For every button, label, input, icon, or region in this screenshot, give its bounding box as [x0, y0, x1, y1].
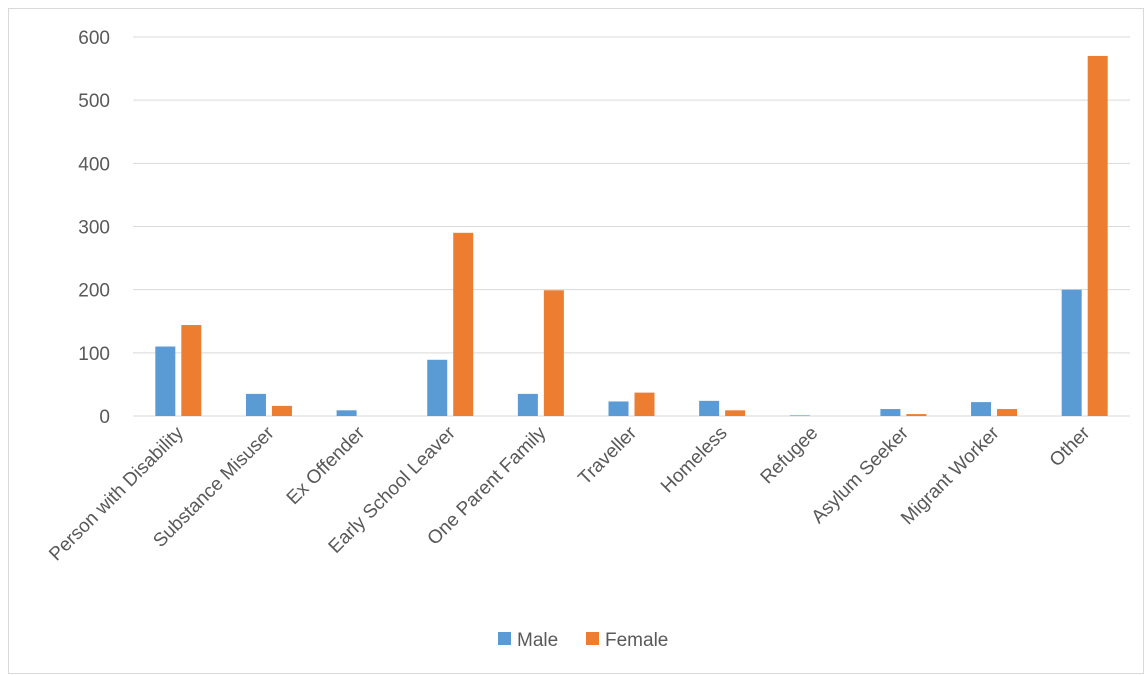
bar-female-migrant-worker	[997, 409, 1018, 416]
bar-male-traveller	[608, 401, 629, 416]
bar-female-traveller	[634, 392, 655, 416]
x-category-label: Homeless	[657, 423, 732, 498]
y-axis-ticks: 0 100 200 300 400 500 600	[78, 28, 110, 428]
bar-female-one-parent-family	[543, 290, 564, 416]
bar-female-homeless	[725, 410, 746, 416]
legend: Male Female	[498, 630, 668, 651]
y-tick-label: 400	[78, 154, 110, 175]
x-category-label: Ex Offender	[283, 422, 370, 509]
y-tick-label: 500	[78, 91, 110, 112]
x-category-label: Asylum Seeker	[808, 422, 914, 528]
bar-female-other	[1087, 55, 1108, 416]
bar-male-other	[1061, 289, 1082, 416]
x-category-label: Refugee	[757, 423, 823, 489]
legend-label-female: Female	[605, 630, 668, 651]
bar-female-person-with-disability	[181, 325, 202, 416]
y-tick-label: 300	[78, 218, 110, 239]
y-tick-label: 600	[78, 28, 110, 49]
bar-male-asylum-seeker	[880, 409, 901, 416]
x-category-label: Migrant Worker	[897, 422, 1004, 529]
y-tick-label: 200	[78, 281, 110, 302]
legend-swatch-female	[586, 632, 599, 645]
bar-male-refugee	[789, 415, 810, 416]
legend-swatch-male	[498, 632, 511, 645]
bar-female-asylum-seeker	[906, 414, 927, 416]
bar-female-substance-misuser	[271, 405, 292, 416]
legend-label-male: Male	[517, 630, 558, 651]
x-category-label: Traveller	[574, 422, 641, 489]
grid-lines	[133, 36, 1130, 417]
y-tick-label: 0	[99, 407, 110, 428]
x-category-label: Other	[1046, 422, 1095, 471]
bar-male-homeless	[699, 400, 720, 416]
bar-male-migrant-worker	[971, 402, 992, 416]
y-tick-label: 100	[78, 344, 110, 365]
bar-male-ex-offender	[336, 410, 357, 416]
bars	[155, 55, 1108, 416]
bar-male-one-parent-family	[517, 393, 538, 416]
bar-male-person-with-disability	[155, 346, 176, 416]
bar-male-substance-misuser	[245, 393, 266, 416]
bar-male-early-school-leaver	[427, 359, 448, 416]
bar-female-early-school-leaver	[453, 232, 474, 416]
